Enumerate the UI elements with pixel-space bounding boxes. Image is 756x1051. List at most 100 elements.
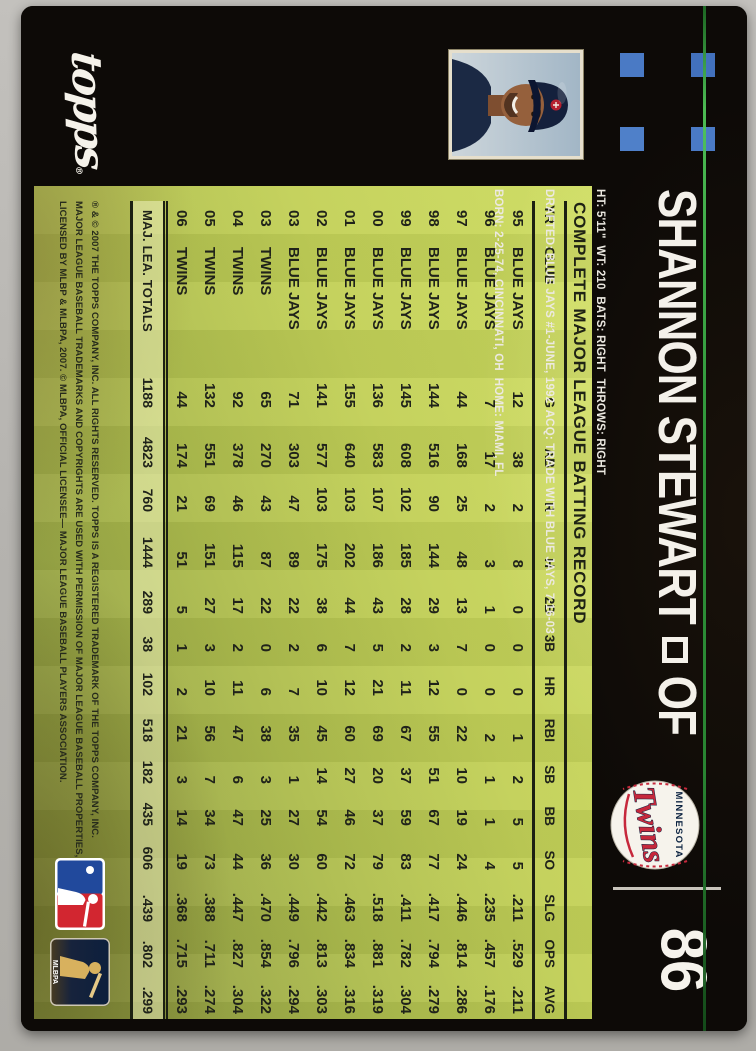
stat-cell: 1 bbox=[173, 643, 191, 652]
stat-cell: 14 bbox=[173, 809, 191, 826]
stat-cell: 115 bbox=[229, 543, 247, 568]
fine-print-line-mlbpa: LICENSED BY MLBP & MLBPA, 2007. © MLBPA,… bbox=[57, 201, 68, 783]
stat-cell: 151 bbox=[201, 542, 219, 568]
stat-cell: 141 bbox=[313, 382, 331, 408]
total-stat-cell: 1188 bbox=[131, 365, 166, 413]
player-headshot-illustration bbox=[452, 53, 580, 156]
copyright-fine-print: ® & © 2007 THE TOPPS COMPANY, INC. ALL R… bbox=[54, 201, 102, 880]
player-bio: HT: 5'11" WT: 210 BATS: RIGHT THROWS: RI… bbox=[455, 189, 642, 634]
stat-cell: 583 bbox=[369, 442, 387, 468]
stat-cell: 155 bbox=[341, 382, 359, 408]
player-headshot-photo bbox=[447, 49, 585, 160]
stat-cell: 1 bbox=[481, 817, 499, 826]
stat-cell: 79 bbox=[369, 853, 387, 870]
card-landscape-canvas: topps® SHANNON STEWART OF HT: 5'11" WT: … bbox=[21, 6, 747, 1031]
stat-cell: 5 bbox=[369, 643, 387, 652]
stat-cell: 21 bbox=[173, 725, 191, 742]
stat-cell: 5 bbox=[509, 817, 527, 826]
stat-cell: 51 bbox=[173, 551, 191, 568]
stat-cell: 22 bbox=[453, 725, 471, 742]
stat-cell: 60 bbox=[341, 725, 359, 742]
stat-cell: 20 bbox=[369, 767, 387, 784]
stat-cell: .447 bbox=[229, 892, 247, 922]
stat-cell: 44 bbox=[173, 391, 191, 408]
stat-cell: 175 bbox=[313, 542, 331, 568]
stat-cell: 144 bbox=[425, 382, 443, 408]
stats-row: 98 BLUE JAYS 144 516 90 144 29 3 12 55 51 67 77 .417.… bbox=[420, 201, 448, 1019]
stat-cell: 22 bbox=[257, 597, 275, 614]
stat-cell: 3 bbox=[257, 775, 275, 784]
topps-logo: topps® bbox=[62, 50, 115, 179]
stat-cell: 10 bbox=[201, 679, 219, 696]
stat-cell: 60 bbox=[313, 853, 331, 870]
stat-cell: 185 bbox=[397, 542, 415, 568]
stats-row: 03 TWINS 65 270 43 87 22 0 6 38 3 25 36 .470 .854 .322 bbox=[252, 201, 280, 1019]
mlbpa-logo: MLBPA bbox=[45, 938, 110, 1006]
total-stat-cell: 38 bbox=[131, 619, 166, 657]
bio-line-physical: HT: 5'11" WT: 210 BATS: RIGHT THROWS: RI… bbox=[594, 189, 606, 476]
stat-cell: TWINS bbox=[173, 247, 191, 296]
stat-cell: 04 bbox=[229, 210, 247, 227]
team-logo: MINNESOTA Twins bbox=[602, 772, 703, 882]
stat-cell: .463 bbox=[341, 892, 359, 922]
column-header: OPS bbox=[533, 927, 566, 973]
mlb-batter-silhouette-icon bbox=[55, 858, 105, 930]
stat-cell: BLUE JAYS bbox=[285, 247, 303, 330]
bio-line-drafted: DRAFTED: BLUE JAYS #1-JUNE, 1992 ACQ: TR… bbox=[543, 189, 555, 634]
stat-cell: 1 bbox=[481, 775, 499, 784]
stat-cell: 19 bbox=[173, 853, 191, 870]
stat-cell: 551 bbox=[201, 442, 219, 468]
stat-cell: 136 bbox=[369, 382, 387, 408]
fine-print-line-mlb: MAJOR LEAGUE BASEBALL TRADEMARKS AND COP… bbox=[73, 201, 84, 880]
mlbpa-batter-icon: MLBPA bbox=[50, 938, 110, 1006]
stat-cell: 7 bbox=[285, 687, 303, 696]
stat-cell: 3 bbox=[201, 643, 219, 652]
stat-cell: 2 bbox=[509, 775, 527, 784]
stat-cell: .449 bbox=[285, 892, 303, 922]
stat-cell: 102 bbox=[397, 486, 415, 512]
total-stat-cell: 435 bbox=[131, 789, 166, 831]
stat-cell: .316 bbox=[341, 984, 359, 1014]
stat-cell: 21 bbox=[369, 679, 387, 696]
stat-cell: 2 bbox=[397, 643, 415, 652]
stat-cell: 4 bbox=[481, 861, 499, 870]
stat-cell: .279 bbox=[425, 984, 443, 1014]
stat-cell: 69 bbox=[369, 725, 387, 742]
stat-cell: 17 bbox=[229, 597, 247, 614]
grass-stats-panel: COMPLETE MAJOR LEAGUE BATTING RECORD YR C… bbox=[34, 186, 592, 1019]
stat-cell: 6 bbox=[229, 775, 247, 784]
stat-cell: 44 bbox=[229, 853, 247, 870]
stat-cell: 107 bbox=[369, 486, 387, 512]
stat-cell: 132 bbox=[201, 382, 219, 408]
player-position: OF bbox=[646, 675, 707, 735]
column-header: BB bbox=[533, 789, 566, 831]
total-stat-cell: .439 bbox=[131, 875, 166, 927]
stat-cell: 11 bbox=[229, 680, 247, 696]
stat-cell: 2 bbox=[481, 733, 499, 742]
stat-cell: 43 bbox=[257, 495, 275, 512]
stat-cell: .303 bbox=[313, 984, 331, 1014]
stat-cell: 144 bbox=[425, 542, 443, 568]
stat-cell: 0 bbox=[509, 687, 527, 696]
total-stat-cell: .802 bbox=[131, 927, 166, 973]
stat-cell: 145 bbox=[397, 382, 415, 408]
stat-cell: 46 bbox=[341, 809, 359, 826]
stat-cell: .442 bbox=[313, 892, 331, 922]
total-stat-cell: 102 bbox=[131, 657, 166, 701]
stat-cell: 47 bbox=[285, 495, 303, 512]
stat-cell: .827 bbox=[229, 938, 247, 968]
mlb-logo bbox=[50, 858, 105, 930]
stat-cell: 38 bbox=[257, 725, 275, 742]
stat-cell: .388 bbox=[201, 892, 219, 922]
stat-cell: BLUE JAYS bbox=[425, 247, 443, 330]
stat-cell: .304 bbox=[397, 984, 415, 1014]
stat-cell: .235 bbox=[481, 892, 499, 922]
stat-cell: 10 bbox=[453, 767, 471, 784]
total-stat-cell: 1444 bbox=[131, 517, 166, 573]
column-header: AVG bbox=[533, 973, 566, 1019]
stat-cell: 516 bbox=[425, 442, 443, 468]
total-stat-cell: 182 bbox=[131, 747, 166, 789]
stat-cell: 01 bbox=[341, 210, 359, 227]
stat-cell: 98 bbox=[425, 210, 443, 227]
stat-cell: 59 bbox=[397, 809, 415, 826]
